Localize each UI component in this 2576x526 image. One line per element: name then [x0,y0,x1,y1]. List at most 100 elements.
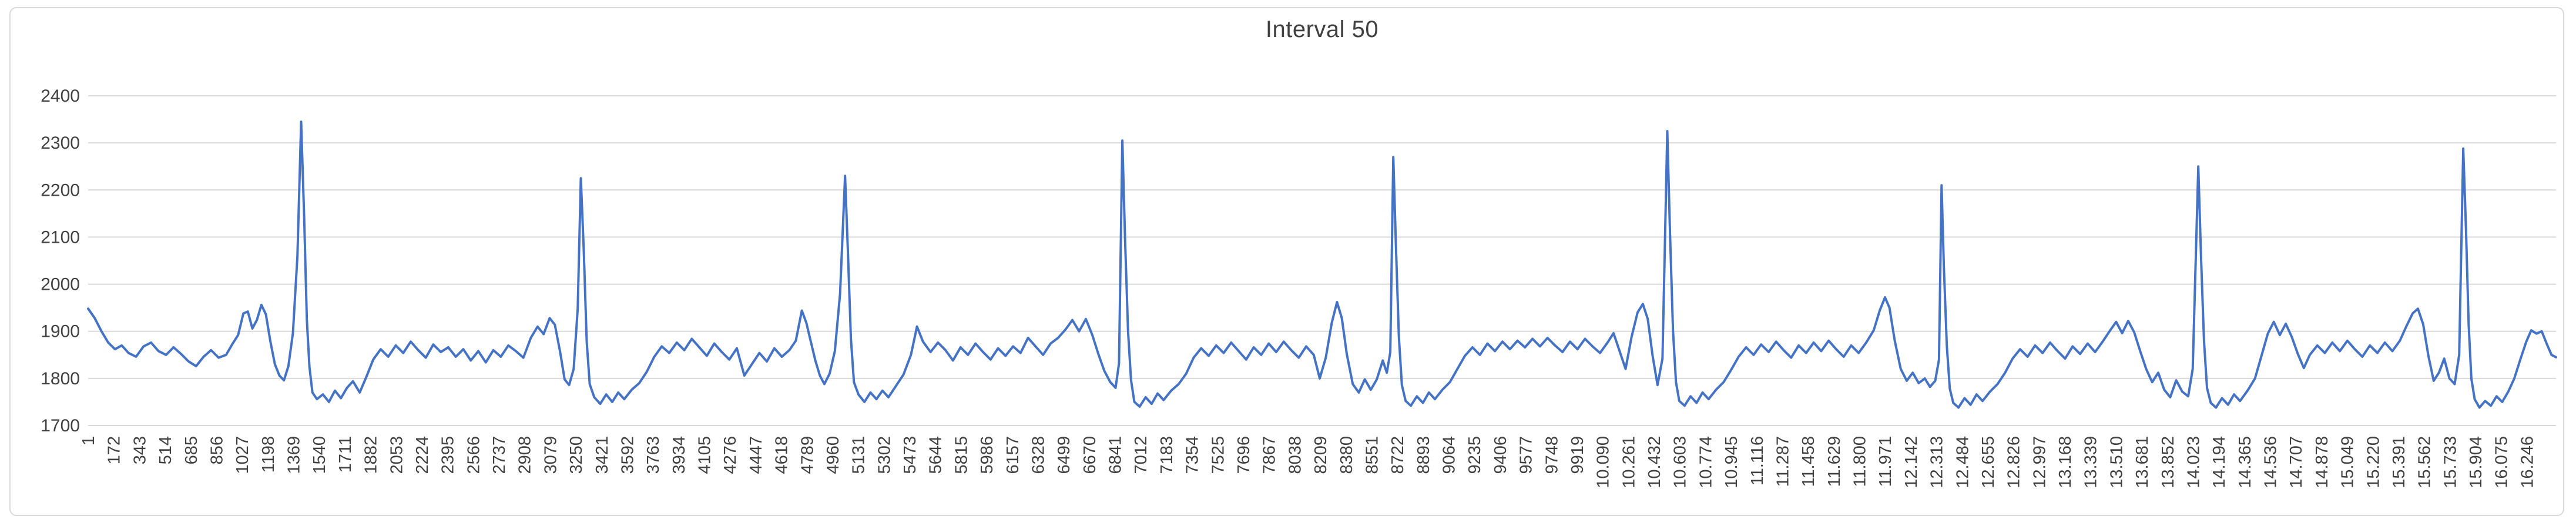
x-tick-label: 3934 [670,436,689,474]
x-tick-label: 12.142 [1902,436,1921,488]
x-tick-label: 6670 [1081,436,1099,474]
x-tick-label: 11.629 [1825,436,1844,487]
x-tick-label: 11.116 [1748,436,1767,485]
x-tick-label: 12.484 [1953,436,1972,488]
x-tick-label: 2566 [464,436,483,474]
x-tick-label: 9748 [1542,436,1561,474]
x-tick-label: 1882 [362,436,381,474]
x-tick-label: 2395 [439,436,458,474]
x-tick-label: 343 [130,436,149,464]
x-tick-label: 3421 [593,436,612,474]
x-tick-label: 5473 [901,436,920,474]
y-tick-label: 1700 [41,416,80,435]
x-tick-label: 12.655 [1979,436,1998,488]
x-tick-label: 12.313 [1928,436,1947,488]
x-tick-label: 12.997 [2030,436,2049,488]
chart-title[interactable]: Interval 50 [1265,16,1379,42]
x-tick-label: 172 [105,436,124,464]
x-tick-label: 13.339 [2082,436,2101,488]
x-tick-label: 15.733 [2441,436,2460,488]
x-tick-label: 4447 [747,436,766,474]
x-tick-label: 6841 [1106,436,1125,474]
x-tick-label: 1711 [336,436,355,473]
y-tick-label: 1900 [41,322,80,341]
x-tick-label: 2908 [516,436,535,474]
x-tick-label: 7696 [1235,436,1253,474]
x-tick-label: 11.287 [1773,436,1792,487]
x-tick-label: 3079 [541,436,560,474]
x-tick-label: 2737 [490,436,509,474]
x-tick-label: 4105 [696,436,715,474]
x-tick-label: 15.904 [2467,436,2486,488]
x-tick-label: 856 [207,436,226,464]
x-tick-label: 1198 [259,436,278,473]
x-tick-label: 15.391 [2390,436,2409,488]
x-tick-label: 5302 [875,436,894,474]
x-tick-label: 9235 [1465,436,1484,474]
x-tick-label: 13.510 [2107,436,2126,488]
x-tick-label: 10.945 [1722,436,1741,488]
x-tick-label: 10.261 [1619,436,1638,488]
x-tick-label: 5131 [850,436,868,474]
x-tick-label: 1540 [310,436,329,474]
x-tick-label: 6157 [1004,436,1022,474]
x-tick-label: 6328 [1029,436,1048,474]
x-tick-label: 13.681 [2133,436,2152,488]
x-tick-label: 10.774 [1696,436,1715,488]
x-tick-label: 13.168 [2056,436,2075,488]
x-tick-label: 3763 [644,436,663,474]
x-tick-label: 8209 [1312,436,1330,474]
x-tick-label: 2224 [413,436,432,474]
x-tick-label: 14.878 [2313,436,2332,488]
x-tick-label: 8722 [1388,436,1407,474]
x-tick-label: 10.603 [1671,436,1690,488]
x-tick-label: 15.562 [2416,436,2434,488]
x-tick-label: 1027 [233,436,252,474]
y-tick-label: 2200 [41,180,80,200]
x-tick-label: 5644 [927,436,945,474]
chart-frame[interactable] [9,7,2564,516]
x-tick-label: 10.432 [1645,436,1664,488]
x-tick-label: 8893 [1414,436,1433,474]
x-tick-label: 9919 [1568,436,1587,474]
x-tick-label: 14.023 [2184,436,2203,488]
x-tick-label: 14.707 [2287,436,2306,488]
x-tick-label: 2053 [387,436,406,474]
x-tick-label: 3592 [618,436,637,474]
x-tick-label: 7012 [1132,436,1151,474]
x-tick-label: 8038 [1286,436,1304,474]
x-tick-label: 16.246 [2518,436,2537,488]
x-tick-label: 9577 [1517,436,1536,474]
x-tick-label: 6499 [1055,436,1074,474]
x-tick-label: 685 [182,436,201,464]
x-tick-label: 12.826 [2005,436,2024,488]
x-tick-label: 9064 [1440,436,1459,474]
y-tick-label: 2400 [41,86,80,106]
y-tick-label: 2300 [41,133,80,153]
x-tick-label: 11.458 [1799,436,1818,487]
x-tick-label: 14.194 [2210,436,2229,488]
y-tick-label: 2000 [41,275,80,294]
x-tick-label: 10.090 [1594,436,1613,488]
x-tick-label: 11.800 [1851,436,1870,487]
y-tick-label: 2100 [41,227,80,247]
x-tick-label: 5986 [978,436,997,474]
x-tick-label: 8380 [1337,436,1356,474]
x-tick-label: 4789 [798,436,817,474]
series-line [87,120,2557,409]
x-tick-label: 7183 [1158,436,1176,474]
x-tick-label: 5815 [952,436,971,474]
x-tick-label: 7525 [1209,436,1227,474]
x-tick-label: 7867 [1260,436,1279,474]
x-tick-label: 13.852 [2159,436,2178,488]
x-tick-label: 4960 [824,436,843,474]
x-tick-label: 15.049 [2339,436,2357,488]
x-tick-label: 8551 [1363,436,1381,474]
x-tick-label: 3250 [567,436,586,474]
x-tick-label: 514 [156,436,175,464]
x-tick-label: 1369 [285,436,304,474]
x-tick-label: 4618 [773,436,791,474]
x-tick-label: 4276 [721,436,740,474]
y-tick-label: 1800 [41,369,80,388]
